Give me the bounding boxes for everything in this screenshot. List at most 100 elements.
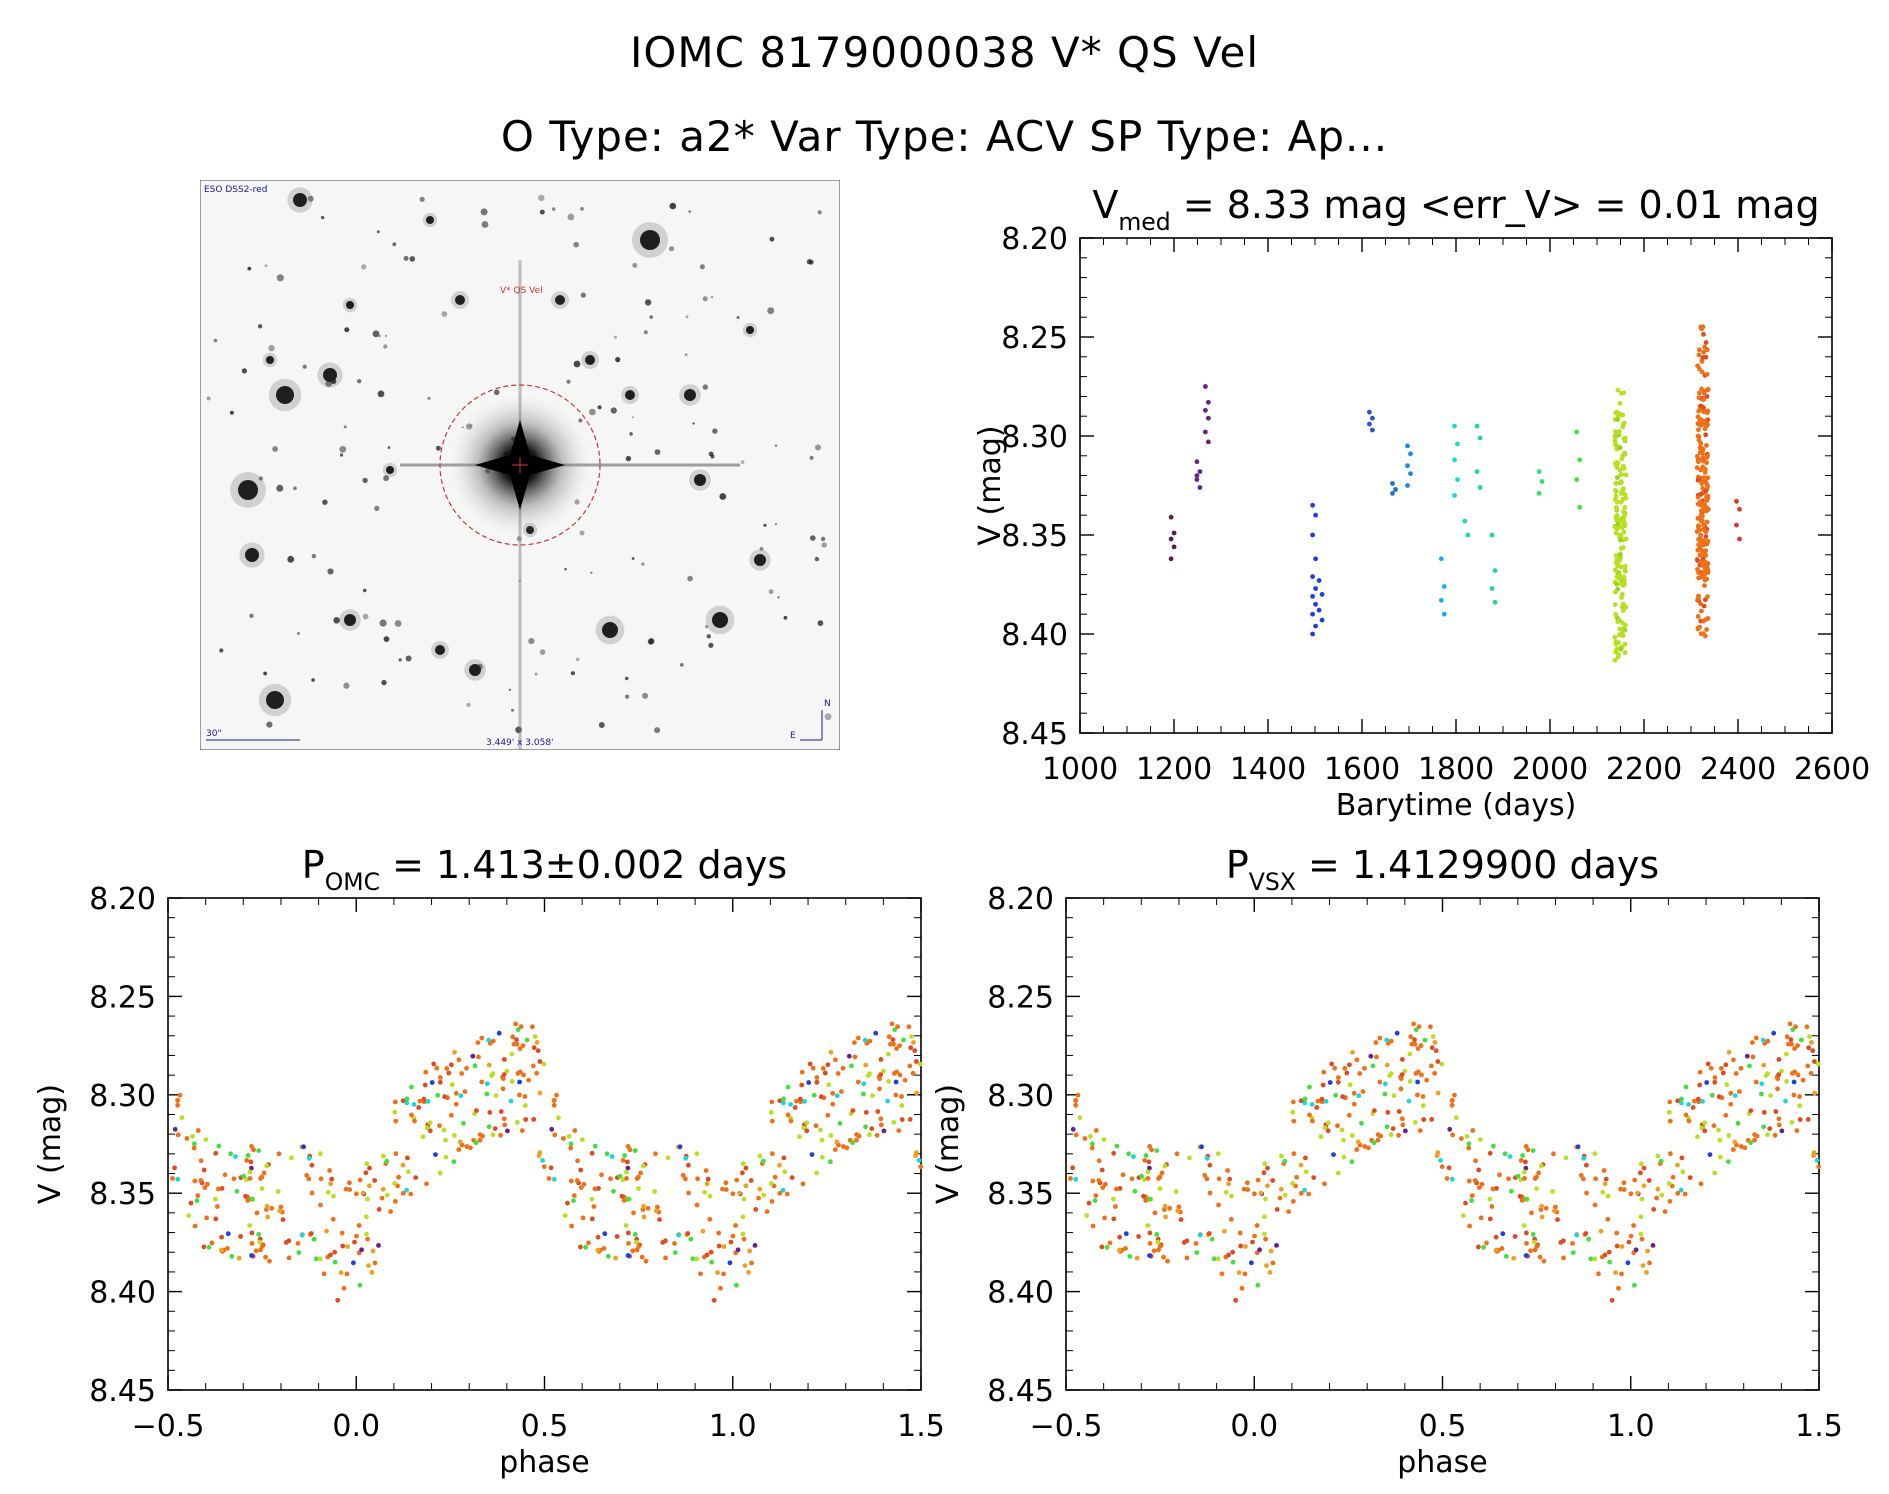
data-point — [1161, 1254, 1166, 1260]
data-point — [1298, 1162, 1304, 1168]
data-point — [505, 1128, 510, 1134]
data-point — [423, 1069, 429, 1075]
data-point — [592, 1143, 598, 1149]
data-point — [1111, 1196, 1116, 1202]
data-point — [1704, 460, 1709, 466]
data-point — [881, 1128, 887, 1134]
data-point — [518, 1024, 524, 1030]
data-point — [405, 1155, 410, 1161]
data-point — [716, 1243, 722, 1249]
data-point — [1467, 1223, 1472, 1229]
data-point — [1638, 1161, 1644, 1167]
data-point — [1487, 1150, 1493, 1156]
data-point — [589, 1216, 595, 1222]
finder-star — [311, 553, 317, 559]
data-point — [1704, 371, 1710, 377]
data-point — [1243, 1244, 1248, 1249]
data-point — [392, 1181, 397, 1186]
data-point — [526, 1077, 531, 1083]
data-point — [523, 1117, 529, 1122]
data-point — [1797, 1117, 1803, 1122]
data-point — [1313, 601, 1318, 607]
x-tick-label: 0.5 — [521, 1409, 569, 1444]
data-point — [1775, 1076, 1781, 1082]
data-point — [1523, 1159, 1528, 1165]
finder-star — [293, 486, 297, 491]
data-point — [1360, 1089, 1366, 1094]
data-point — [1620, 591, 1625, 597]
finder-star — [419, 196, 425, 202]
data-point — [1680, 1169, 1686, 1175]
data-point — [1539, 1203, 1544, 1209]
data-point — [1621, 583, 1626, 588]
data-point — [556, 1115, 561, 1121]
data-point — [1398, 1086, 1404, 1092]
data-point — [832, 1147, 838, 1152]
data-point — [1752, 1137, 1757, 1143]
data-point — [1522, 1169, 1527, 1175]
data-point — [552, 1132, 558, 1138]
data-point — [1742, 1145, 1748, 1151]
data-point — [1226, 1181, 1231, 1187]
data-point — [625, 1253, 631, 1258]
data-point — [1816, 1164, 1822, 1170]
data-point — [865, 1073, 871, 1078]
data-point — [175, 1102, 181, 1108]
data-point — [1502, 1151, 1508, 1157]
data-point — [524, 1037, 530, 1043]
y-tick-label: 8.45 — [1001, 717, 1068, 752]
data-point — [626, 1241, 631, 1246]
data-point — [393, 1118, 399, 1124]
data-point — [596, 1186, 601, 1191]
finder-star — [325, 380, 332, 387]
title-main: P — [302, 843, 325, 887]
data-point — [1612, 435, 1618, 440]
data-point — [686, 1190, 691, 1196]
data-point — [873, 1030, 879, 1036]
data-point — [1622, 450, 1627, 456]
data-point — [238, 1234, 244, 1239]
finder-star — [821, 542, 827, 548]
data-point — [561, 1136, 566, 1141]
data-point — [1466, 1141, 1472, 1147]
data-point — [357, 1177, 363, 1183]
finder-star — [629, 432, 633, 436]
data-point — [537, 1090, 543, 1096]
data-point — [1536, 1170, 1541, 1176]
data-point — [548, 1165, 554, 1171]
data-point — [1791, 1079, 1797, 1085]
data-point — [427, 1120, 433, 1126]
finder-star — [302, 364, 307, 369]
data-point — [895, 1024, 900, 1030]
data-point — [213, 1216, 219, 1222]
data-point — [1771, 1030, 1777, 1036]
data-point — [1388, 1132, 1394, 1138]
data-point — [897, 1043, 902, 1048]
data-point — [1613, 1270, 1618, 1275]
data-point — [1603, 1176, 1609, 1182]
finder-star — [339, 445, 347, 453]
data-point — [1396, 1109, 1402, 1114]
x-tick-label: 2600 — [1794, 752, 1870, 787]
data-point — [566, 1134, 572, 1139]
title-subscript: OMC — [325, 868, 380, 896]
data-point — [1570, 1241, 1575, 1246]
data-point — [1310, 502, 1315, 508]
data-point — [443, 1154, 449, 1160]
data-point — [757, 1186, 763, 1192]
data-point — [1621, 1187, 1627, 1192]
data-point — [1620, 620, 1625, 626]
data-point — [1282, 1158, 1288, 1164]
data-point — [1384, 1062, 1390, 1068]
x-axis-label: phase — [499, 1445, 590, 1480]
data-point — [800, 1181, 806, 1187]
data-point — [241, 1173, 247, 1179]
data-point — [213, 1150, 219, 1156]
data-point — [1704, 519, 1710, 525]
data-point — [206, 1244, 212, 1250]
data-point — [1621, 574, 1627, 580]
data-point — [909, 1034, 914, 1039]
data-point — [568, 1141, 574, 1147]
data-point — [1472, 1178, 1478, 1183]
data-point — [624, 1176, 629, 1181]
